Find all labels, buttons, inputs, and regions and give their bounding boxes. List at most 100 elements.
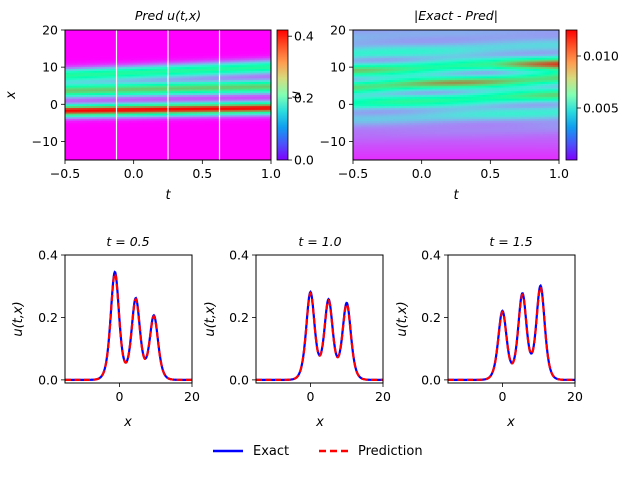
heatmap-cell (107, 150, 110, 153)
heatmap-cell (155, 119, 158, 122)
heatmap-cell (187, 52, 190, 55)
heatmap-cell (199, 80, 202, 83)
heatmap-cell (177, 147, 180, 150)
heatmap-cell (121, 59, 124, 62)
heatmap-cell (67, 69, 70, 72)
heatmap-cell (203, 69, 206, 72)
heatmap-cell (187, 44, 190, 48)
heatmap-cell (101, 119, 104, 122)
heatmap-cell (85, 67, 88, 70)
heatmap-cell (181, 37, 184, 40)
heatmap-cell (85, 41, 88, 44)
heatmap-cell (187, 130, 190, 133)
heatmap-cell (151, 33, 154, 36)
heatmap-cell (161, 126, 164, 129)
heatmap-cell (99, 67, 102, 70)
heatmap-cell (203, 57, 206, 61)
heatmap-cell (117, 93, 120, 96)
heatmap-cell (199, 145, 202, 148)
heatmap-cell (185, 108, 188, 111)
heatmap-cell (163, 46, 166, 49)
heatmap-cell (91, 147, 94, 150)
heatmap-cell (157, 93, 160, 96)
heatmap-cell (113, 48, 116, 51)
heatmap-cell (153, 98, 156, 101)
heatmap-cell (193, 132, 196, 135)
heatmap-cell (151, 35, 154, 38)
heatmap-cell (85, 30, 88, 33)
heatmap-cell (119, 70, 122, 74)
heatmap-cell (191, 39, 194, 42)
heatmap-cell (65, 98, 68, 101)
heatmap-cell (101, 122, 104, 126)
heatmap-cell (137, 96, 140, 100)
heatmap-cell (103, 56, 106, 59)
heatmap-cell (137, 63, 140, 66)
heatmap-cell (81, 76, 84, 79)
heatmap-cell (129, 95, 132, 98)
heatmap-cell (155, 63, 158, 66)
heatmap-cell (67, 52, 70, 55)
heatmap-cell (141, 52, 144, 55)
heatmap-cell (91, 111, 94, 114)
heatmap-cell (83, 37, 86, 40)
heatmap-cell (89, 41, 92, 44)
heatmap-cell (77, 108, 80, 111)
heatmap-cell (161, 80, 164, 83)
heatmap-cell (163, 41, 166, 44)
heatmap-cell (69, 117, 72, 120)
heatmap-cell (133, 100, 136, 103)
heatmap-cell (147, 156, 150, 159)
heatmap-cell (69, 156, 72, 159)
heatmap-cell (171, 48, 174, 51)
heatmap-cell (79, 141, 82, 144)
heatmap-cell (205, 41, 208, 44)
heatmap-cell (145, 128, 148, 131)
heatmap-cell (121, 141, 124, 144)
heatmap-cell (71, 89, 74, 92)
heatmap-cell (107, 72, 110, 75)
heatmap-cell (81, 156, 84, 159)
heatmap-cell (137, 91, 140, 94)
heatmap-cell (197, 59, 200, 62)
heatmap-cell (193, 117, 196, 120)
heatmap-cell (79, 50, 82, 53)
heatmap-cell (137, 83, 140, 87)
heatmap-cell (107, 78, 110, 81)
heatmap-cell (129, 33, 132, 36)
heatmap-cell (201, 104, 204, 107)
heatmap-cell (157, 152, 160, 155)
heatmap-cell (93, 130, 96, 133)
heatmap-cell (67, 122, 70, 126)
heatmap-cell (207, 50, 210, 53)
heatmap-cell (201, 134, 204, 137)
heatmap-cell (85, 96, 88, 100)
heatmap-cell (111, 74, 114, 77)
heatmap-cell (173, 147, 176, 150)
heatmap-cell (171, 139, 174, 142)
heatmap-cell (155, 115, 158, 118)
heatmap-cell (145, 115, 148, 118)
heatmap-cell (103, 137, 106, 140)
heatmap-cell (175, 135, 178, 139)
heatmap-cell (181, 150, 184, 153)
heatmap-cell (179, 78, 182, 81)
heatmap-cell (165, 50, 168, 53)
heatmap-cell (177, 143, 180, 146)
heatmap-cell (155, 52, 158, 55)
heatmap-cell (195, 35, 198, 38)
heatmap-cell (199, 152, 202, 155)
heatmap-cell (141, 132, 144, 135)
heatmap-cell (169, 57, 172, 61)
heatmap-cell (161, 56, 164, 59)
heatmap-cell (85, 69, 88, 72)
heatmap-cell (193, 134, 196, 137)
heatmap-cell (83, 143, 86, 146)
heatmap-cell (189, 145, 192, 148)
heatmap-cell (201, 152, 204, 155)
heatmap-cell (81, 65, 84, 68)
heatmap-cell (99, 156, 102, 159)
heatmap-cell (145, 39, 148, 42)
heatmap-cell (97, 39, 100, 42)
heatmap-cell (165, 82, 168, 85)
